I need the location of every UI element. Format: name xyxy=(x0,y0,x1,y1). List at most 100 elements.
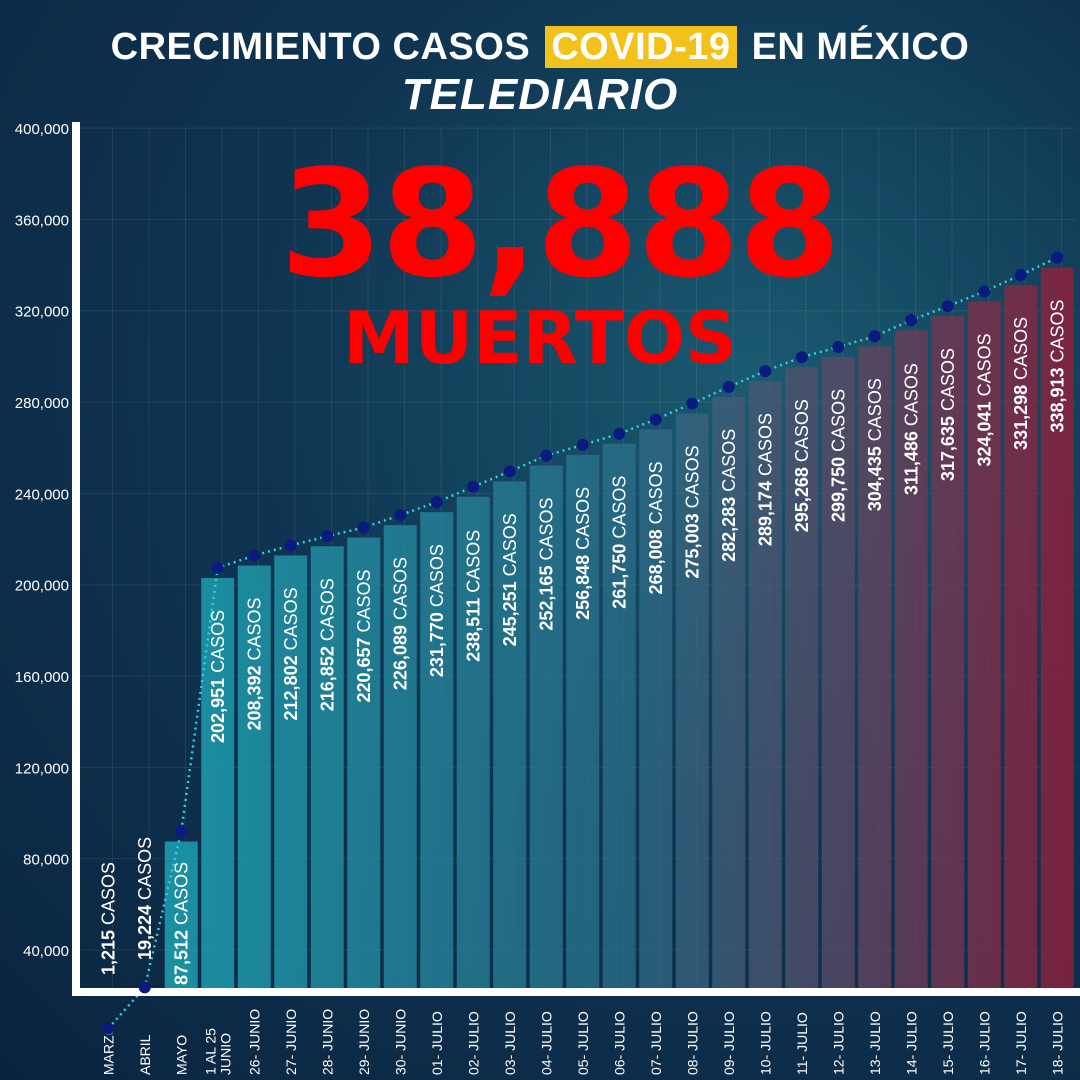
data-point xyxy=(576,438,589,451)
y-tick-label: 280,000 xyxy=(15,395,69,412)
data-point xyxy=(832,340,845,353)
value-label: 226,089 CASOS xyxy=(390,557,410,690)
data-point xyxy=(978,285,991,298)
bars xyxy=(164,267,1074,989)
y-tick-label: 120,000 xyxy=(15,760,69,777)
x-tick-label: 08- JULIO xyxy=(684,1011,700,1075)
value-label: 212,802 CASOS xyxy=(281,587,301,720)
value-label: 304,435 CASOS xyxy=(865,378,885,511)
brand-logo: TELEDIARIO xyxy=(401,70,679,119)
bar xyxy=(420,512,454,988)
value-label: 268,008 CASOS xyxy=(646,461,666,594)
data-point xyxy=(357,521,370,534)
value-label: 338,913 CASOS xyxy=(1047,299,1067,432)
x-tick-label: 11- JULIO xyxy=(794,1012,810,1075)
bar xyxy=(931,316,965,988)
x-tick-label: 02- JULIO xyxy=(465,1011,481,1075)
value-label: 295,268 CASOS xyxy=(792,399,812,532)
data-point xyxy=(905,314,918,327)
data-point xyxy=(138,981,151,994)
bar xyxy=(237,565,271,988)
deaths-number: 38,888 xyxy=(280,138,841,310)
title-after: EN MÉXICO xyxy=(751,26,970,68)
data-point xyxy=(248,549,261,562)
bar xyxy=(639,429,673,988)
x-tick-label: 09- JULIO xyxy=(721,1011,737,1075)
y-tick-label: 40,000 xyxy=(23,943,69,960)
deaths-label: MUERTOS xyxy=(343,296,737,380)
x-tick-label: ABRIL xyxy=(137,1034,153,1075)
x-tick-label: 18- JULIO xyxy=(1049,1011,1065,1075)
x-tick-label: 05- JULIO xyxy=(575,1011,591,1075)
value-label: 256,848 CASOS xyxy=(573,487,593,620)
value-label: 299,750 CASOS xyxy=(828,389,848,522)
x-tick-label: 16- JULIO xyxy=(976,1011,992,1075)
x-tick-label: 12- JULIO xyxy=(830,1011,846,1075)
data-point xyxy=(868,330,881,343)
axes xyxy=(72,122,1080,996)
bar xyxy=(748,381,782,989)
data-point xyxy=(1051,251,1064,264)
y-tick-label: 320,000 xyxy=(15,304,69,321)
data-point xyxy=(321,530,334,543)
x-tick-label: MAYO xyxy=(173,1035,189,1075)
x-tick-label: 27- JUNIO xyxy=(283,1009,299,1075)
y-tick-label: 240,000 xyxy=(15,486,69,503)
data-point xyxy=(102,1022,115,1035)
title-highlight: COVID-19 xyxy=(545,26,737,68)
value-label: 231,770 CASOS xyxy=(427,544,447,677)
x-tick-label: 1 AL 25 xyxy=(202,1028,218,1075)
value-label: 289,174 CASOS xyxy=(755,413,775,546)
bar xyxy=(602,443,636,989)
x-tick-label: 06- JULIO xyxy=(611,1011,627,1075)
y-tick-label: 80,000 xyxy=(23,852,69,869)
value-label: 19,224 CASOS xyxy=(135,837,155,960)
data-point xyxy=(795,351,808,364)
value-label: 1,215 CASOS xyxy=(98,862,118,975)
x-tick-label: 28- JUNIO xyxy=(319,1009,335,1075)
bar xyxy=(675,413,709,988)
value-label: 220,657 CASOS xyxy=(354,569,374,702)
bar xyxy=(821,356,855,988)
data-point xyxy=(211,561,224,574)
x-tick-label: 13- JULIO xyxy=(867,1011,883,1075)
data-point xyxy=(430,496,443,509)
y-tick-label: 200,000 xyxy=(15,578,69,595)
x-tick-label: 30- JUNIO xyxy=(392,1009,408,1075)
data-point xyxy=(649,413,662,426)
data-point xyxy=(686,397,699,410)
bar xyxy=(1004,284,1038,988)
x-tick-label: 10- JULIO xyxy=(757,1011,773,1075)
value-label: 202,951 CASOS xyxy=(208,610,228,743)
bar xyxy=(274,555,308,988)
data-point xyxy=(284,539,297,552)
value-label: 216,852 CASOS xyxy=(317,578,337,711)
y-tick-label: 400,000 xyxy=(15,121,69,138)
value-label: 324,041 CASOS xyxy=(974,333,994,466)
data-point xyxy=(540,449,553,462)
y-tick-labels: 40,000 80,000 120,000 160,000 200,000 240,000… xyxy=(15,121,69,960)
bar xyxy=(456,496,490,988)
data-points xyxy=(102,251,1064,1035)
bar xyxy=(894,330,928,988)
bar xyxy=(1040,267,1074,988)
x-tick-label: 01- JULIO xyxy=(429,1011,445,1075)
data-point xyxy=(503,465,516,478)
x-tick-label: 29- JUNIO xyxy=(356,1009,372,1075)
value-label: 275,003 CASOS xyxy=(682,445,702,578)
y-tick-label: 160,000 xyxy=(15,669,69,686)
data-point xyxy=(613,427,626,440)
data-point xyxy=(394,509,407,522)
value-label: 331,298 CASOS xyxy=(1011,317,1031,450)
data-point xyxy=(1014,268,1027,281)
x-tick-label: 17- JULIO xyxy=(1013,1011,1029,1075)
chart-title: CRECIMIENTO CASOS COVID-19 EN MÉXICO xyxy=(0,26,1080,69)
data-point xyxy=(941,300,954,313)
x-tick-label: JUNIO xyxy=(217,1033,233,1075)
bar xyxy=(164,841,198,988)
x-tick-label: 07- JULIO xyxy=(648,1011,664,1075)
title-before: CRECIMIENTO CASOS xyxy=(110,26,531,68)
value-label: 282,283 CASOS xyxy=(719,429,739,562)
value-label: 317,635 CASOS xyxy=(938,348,958,481)
bar xyxy=(967,301,1001,988)
